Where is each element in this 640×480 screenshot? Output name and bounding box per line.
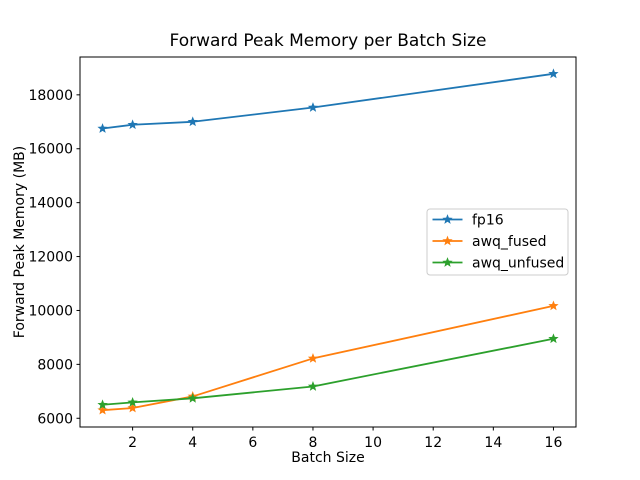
x-tick-label: 12 — [424, 435, 442, 451]
series-line-fp16 — [102, 72, 554, 130]
legend-marker-awq_fused — [442, 235, 453, 246]
legend-box — [426, 208, 569, 276]
x-tick-label: 8 — [309, 435, 318, 451]
y-tick-label: 8000 — [37, 357, 73, 373]
y-tick-label: 18000 — [28, 88, 73, 104]
legend-label-fp16: fp16 — [472, 213, 504, 229]
y-tick-label: 14000 — [28, 196, 73, 212]
x-tick-label: 16 — [545, 435, 563, 451]
chart-title: Forward Peak Memory per Batch Size — [169, 31, 487, 51]
legend-marker-fp16 — [442, 214, 453, 224]
series-marker-awq_unfused — [97, 399, 108, 410]
series-marker-fp16 — [127, 119, 138, 130]
series-marker-fp16 — [548, 68, 559, 79]
x-tick-label: 6 — [248, 435, 257, 451]
series-marker-fp16 — [97, 123, 108, 133]
series-marker-awq_unfused — [187, 392, 198, 403]
series-marker-awq_unfused — [127, 396, 138, 407]
series-marker-awq_unfused — [307, 381, 319, 391]
series-line-awq_fused — [102, 305, 554, 412]
y-tick-label: 10000 — [28, 303, 73, 319]
legend-marker-awq_unfused — [442, 257, 453, 267]
series-marker-awq_fused — [307, 353, 319, 363]
series-marker-awq_fused — [127, 402, 138, 413]
plot-area-frame — [79, 56, 577, 428]
x-tick-label: 10 — [364, 435, 382, 451]
x-tick-label: 2 — [128, 435, 137, 451]
series-marker-fp16 — [187, 116, 198, 127]
series-marker-awq_fused — [97, 404, 108, 415]
x-axis-label: Batch Size — [291, 450, 365, 466]
y-axis-label: Forward Peak Memory (MB) — [12, 145, 28, 339]
series-marker-awq_unfused — [548, 333, 559, 344]
y-tick-label: 16000 — [28, 142, 73, 158]
legend-label-awq_unfused: awq_unfused — [472, 256, 564, 272]
x-tick-label: 4 — [188, 435, 197, 451]
y-tick-label: 6000 — [37, 411, 73, 427]
y-tick-label: 12000 — [28, 250, 73, 266]
legend-label-awq_fused: awq_fused — [472, 234, 547, 250]
series-marker-fp16 — [307, 102, 319, 112]
series-line-awq_unfused — [102, 337, 554, 406]
series-marker-awq_fused — [548, 300, 559, 311]
x-tick-label: 14 — [484, 435, 502, 451]
